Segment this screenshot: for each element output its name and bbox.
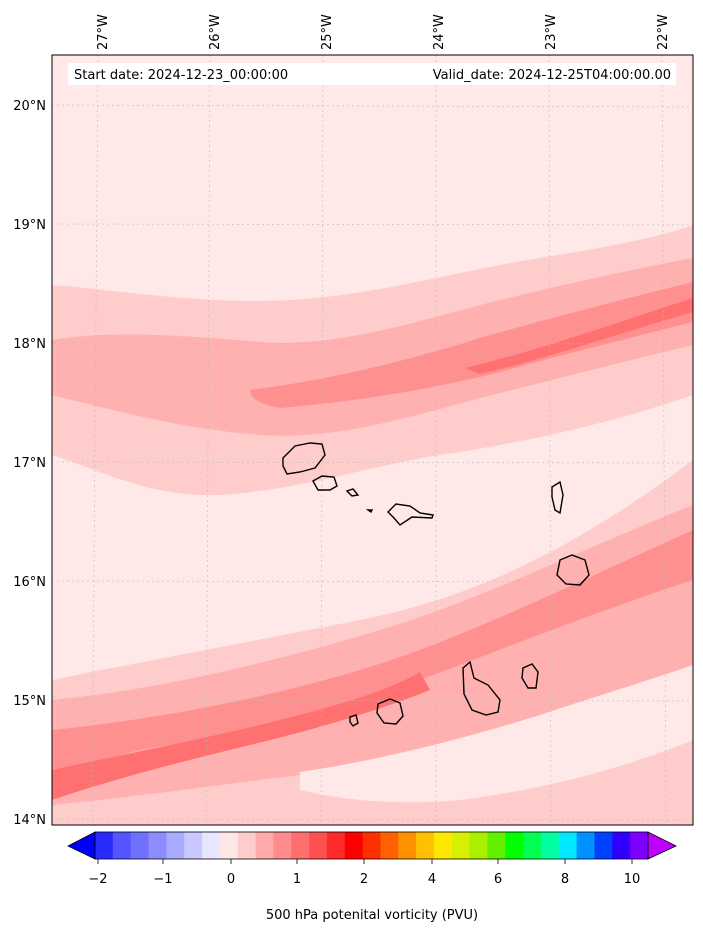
colorbar-cell <box>237 832 257 859</box>
colorbar-cell <box>576 832 595 859</box>
island-sao-nicolau <box>387 503 434 526</box>
pv-contour-north-level2 <box>52 258 693 436</box>
colorbar: −2 −1 0 1 2 4 6 8 10 500 hPa potenital vorticity… <box>67 831 677 923</box>
colorbar-tick-label: 10 <box>624 872 641 887</box>
colorbar-cell <box>612 832 631 859</box>
pv-contour-north-level4 <box>465 298 693 374</box>
colorbar-cell <box>416 832 435 859</box>
island-santo-antao <box>282 442 326 475</box>
colorbar-cell <box>166 832 185 859</box>
island-sal <box>551 480 564 515</box>
colorbar-tick-label: −2 <box>88 872 107 887</box>
colorbar-extend-min <box>67 831 96 860</box>
colorbar-cell <box>505 832 524 859</box>
lon-label-27w: 27°W <box>96 14 111 50</box>
colorbar-cell <box>630 832 649 859</box>
map-panel: Start date: 2024-12-23_00:00:00 Valid_da… <box>13 14 694 828</box>
lat-label-19n: 19°N <box>13 218 46 233</box>
island-boa-vista <box>556 554 590 586</box>
colorbar-cell <box>433 832 453 859</box>
latitude-labels: 20°N 19°N 18°N 17°N 16°N 15°N 14°N <box>13 99 46 828</box>
colorbar-tick-label: 4 <box>428 872 436 887</box>
colorbar-ticks: −2 −1 0 1 2 4 6 8 10 <box>88 859 640 887</box>
colorbar-cells <box>95 832 649 859</box>
pv-contour-south-level3 <box>52 530 693 775</box>
lat-label-14n: 14°N <box>13 813 46 828</box>
lat-label-20n: 20°N <box>13 99 46 114</box>
colorbar-cell <box>469 832 488 859</box>
colorbar-tick-label: 0 <box>227 872 235 887</box>
colorbar-cell <box>344 832 364 859</box>
colorbar-cell <box>95 832 114 859</box>
colorbar-cell <box>398 832 417 859</box>
lon-label-24w: 24°W <box>432 14 447 50</box>
island-brava <box>349 714 359 727</box>
colorbar-extend-max <box>647 831 677 860</box>
lat-label-18n: 18°N <box>13 337 46 352</box>
graticule <box>52 55 693 825</box>
island-sao-vicente <box>312 475 338 491</box>
colorbar-cell <box>558 832 578 859</box>
colorbar-cell <box>540 832 560 859</box>
island-raso <box>365 509 374 514</box>
colorbar-tick-label: −1 <box>153 872 172 887</box>
colorbar-tick-label: 6 <box>494 872 502 887</box>
island-santiago <box>462 660 501 716</box>
coastlines <box>282 442 590 727</box>
colorbar-frame <box>94 831 649 860</box>
valid-date-label: Valid_date: 2024-12-25T04:00:00.00 <box>433 68 671 83</box>
colorbar-cell <box>273 832 292 859</box>
lon-label-23w: 23°W <box>544 14 559 50</box>
longitude-labels: 27°W 26°W 25°W 24°W 23°W 22°W <box>96 14 671 50</box>
colorbar-cell <box>184 832 203 859</box>
colorbar-cell <box>148 832 167 859</box>
colorbar-cell <box>309 832 328 859</box>
colorbar-cell <box>487 832 506 859</box>
colorbar-cell <box>130 832 150 859</box>
lon-label-25w: 25°W <box>320 14 335 50</box>
start-date-label: Start date: 2024-12-23_00:00:00 <box>74 68 288 83</box>
header-box <box>68 63 676 85</box>
island-santa-luzia <box>345 488 360 497</box>
lat-label-16n: 16°N <box>13 575 46 590</box>
colorbar-cell <box>112 832 132 859</box>
colorbar-cell <box>326 832 346 859</box>
map-frame <box>51 54 694 826</box>
colorbar-cell <box>291 832 310 859</box>
pv-contour-north-level3 <box>250 282 693 408</box>
colorbar-tick-label: 8 <box>561 872 569 887</box>
colorbar-cell <box>523 832 542 859</box>
colorbar-cell <box>380 832 399 859</box>
colorbar-cell <box>202 832 221 859</box>
pv-contour-south-low <box>300 665 693 803</box>
colorbar-cell <box>219 832 239 859</box>
colorbar-cell <box>362 832 381 859</box>
colorbar-title: 500 hPa potenital vorticity (PVU) <box>266 908 478 923</box>
colorbar-cell <box>594 832 613 859</box>
island-maio <box>521 663 539 689</box>
lon-label-26w: 26°W <box>208 14 223 50</box>
colorbar-tick-label: 1 <box>293 872 301 887</box>
island-fogo <box>376 698 404 725</box>
colorbar-cell <box>451 832 471 859</box>
colorbar-cell <box>255 832 274 859</box>
lat-label-15n: 15°N <box>13 694 46 709</box>
colorbar-tick-label: 2 <box>360 872 368 887</box>
pv-contour-south-level4 <box>52 672 430 800</box>
lon-label-22w: 22°W <box>656 14 671 50</box>
lat-label-17n: 17°N <box>13 456 46 471</box>
